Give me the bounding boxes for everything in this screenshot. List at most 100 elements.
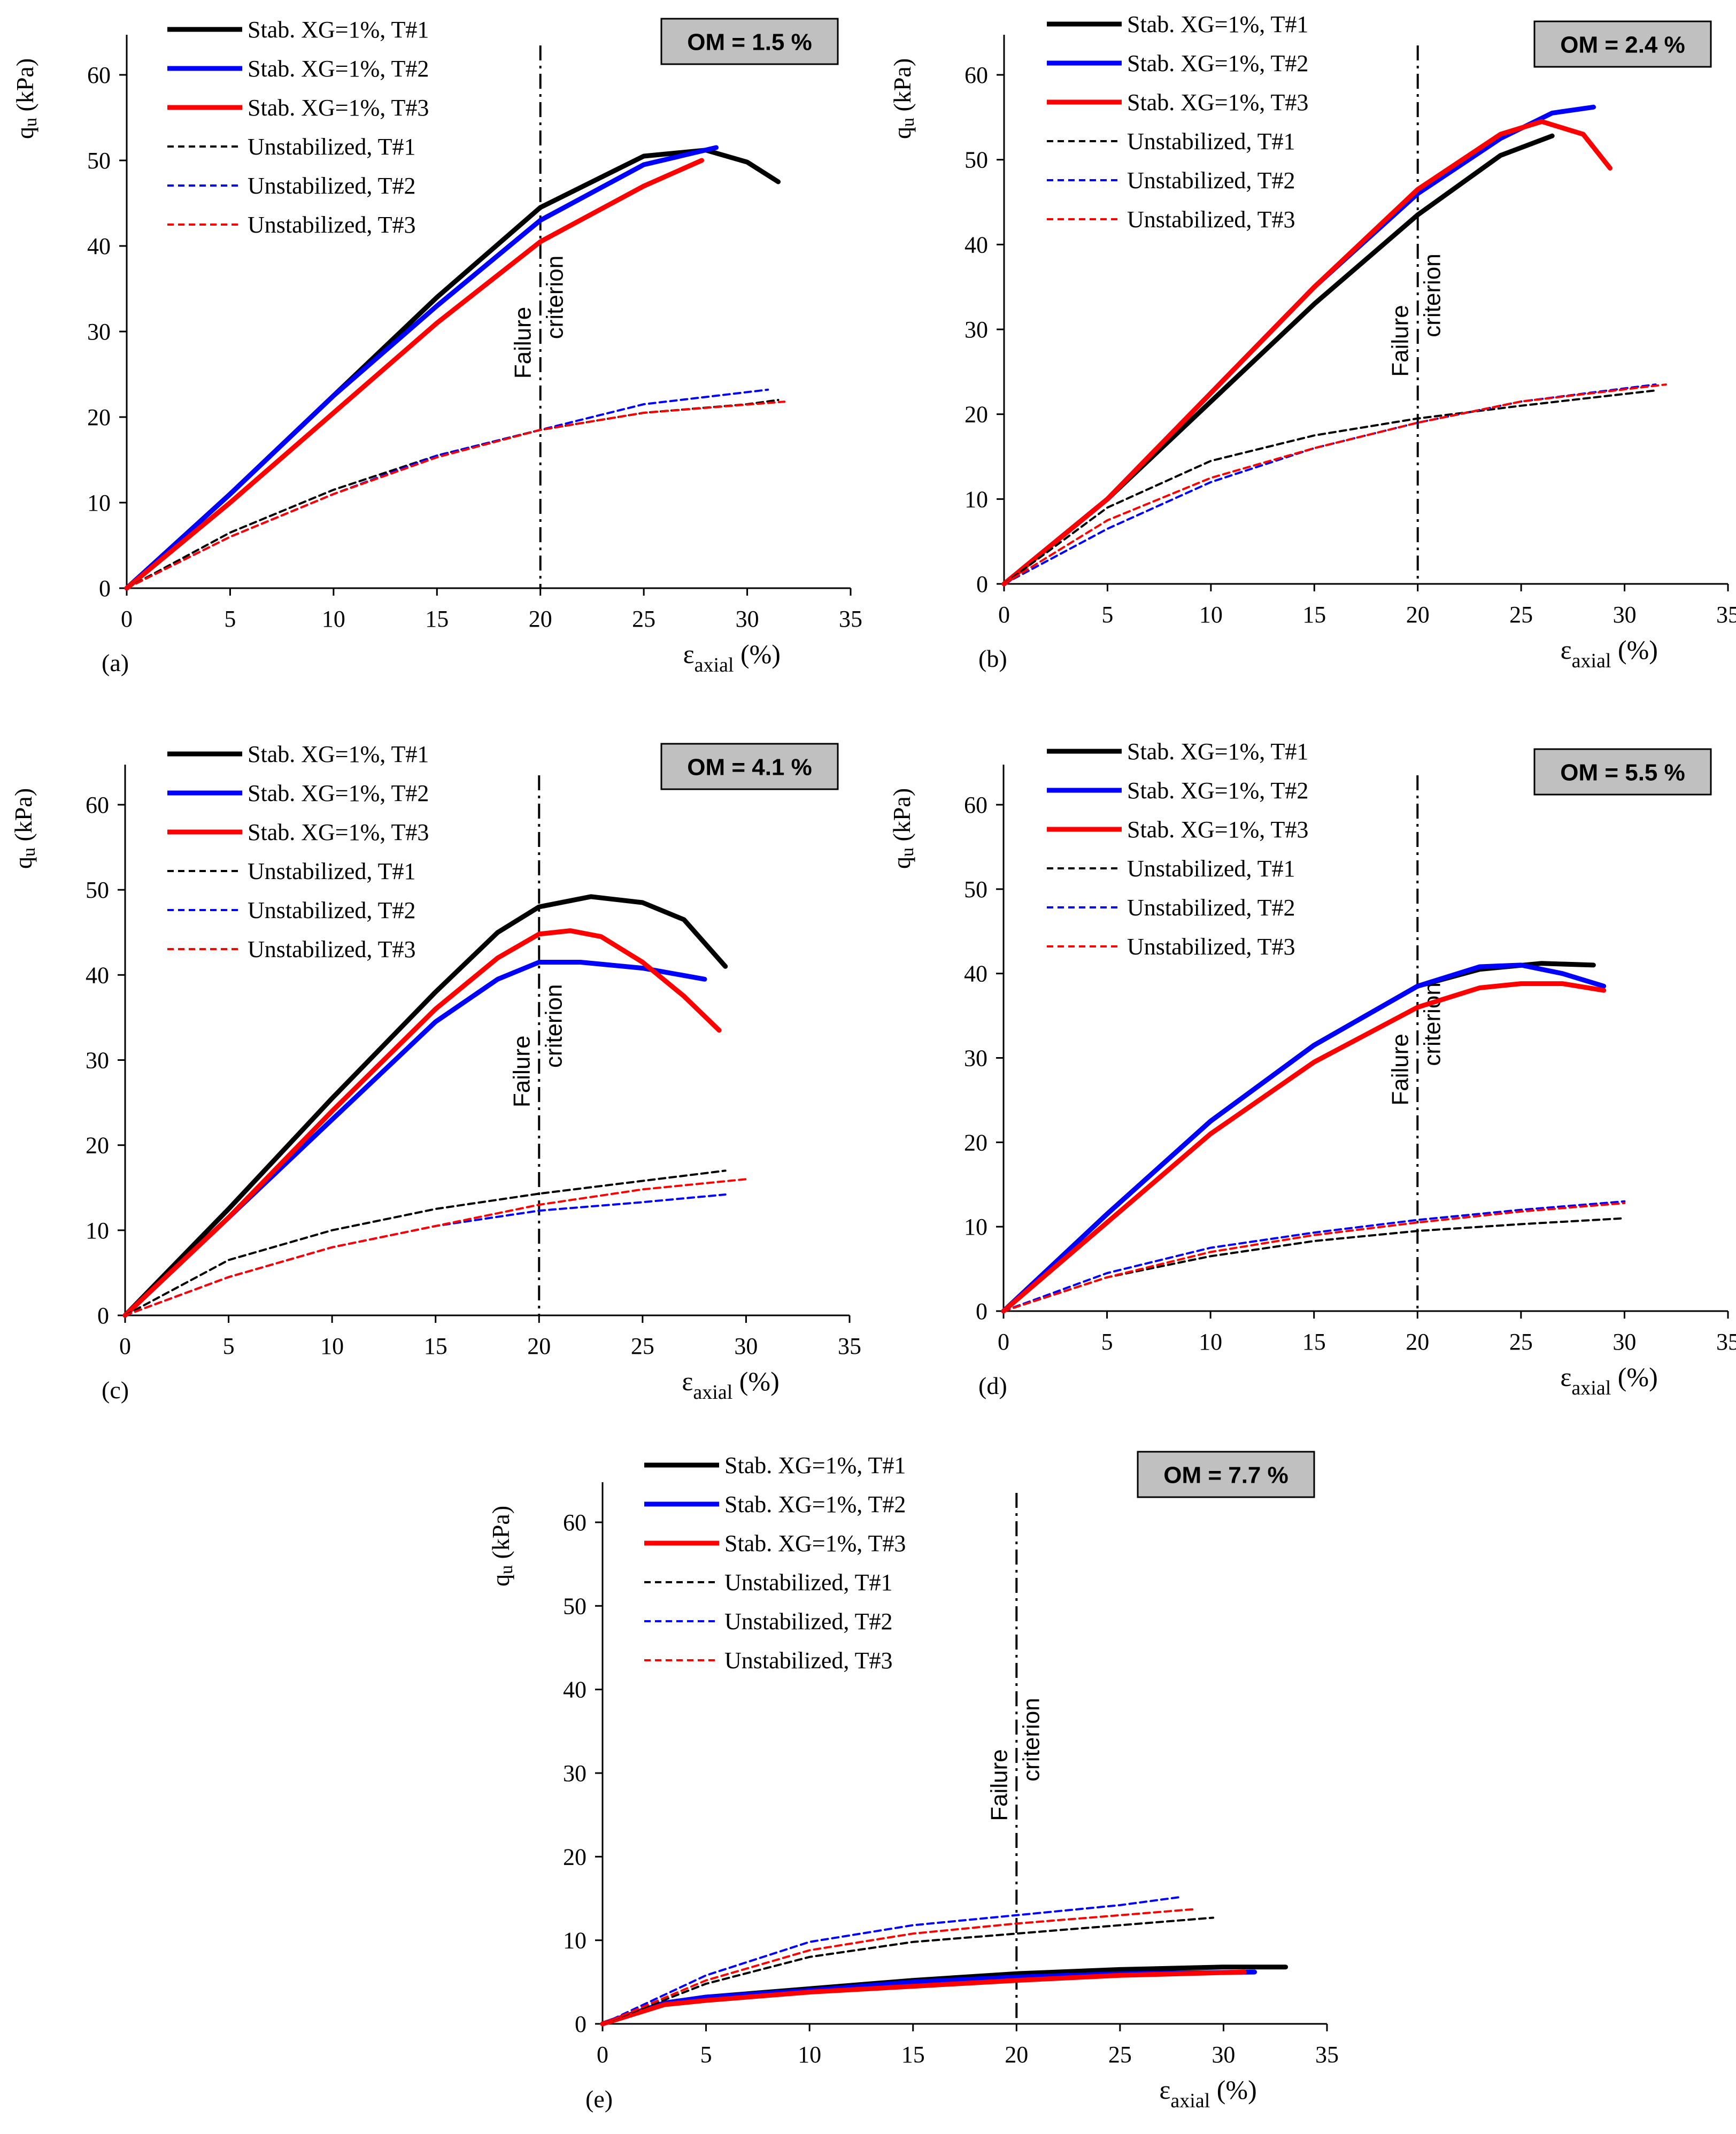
y-tick-label: 0 [575, 2011, 587, 2037]
x-tick-label: 10 [320, 1333, 344, 1359]
legend: Stab. XG=1%, T#1 Stab. XG=1%, T#2 Stab. XG… [1047, 11, 1308, 233]
legend: Stab. XG=1%, T#1 Stab. XG=1%, T#2 Stab. XG… [1047, 738, 1308, 960]
y-tick-label: 50 [965, 147, 988, 173]
x-tick-label: 25 [1509, 602, 1533, 628]
y-tick-label: 30 [964, 1045, 987, 1072]
series-line-stab-xg-1-t-3 [124, 158, 704, 591]
series-line-stab-xg-1-t-1 [122, 894, 728, 1318]
y-tick-label: 0 [976, 1298, 987, 1324]
y-tick-label: 40 [87, 233, 111, 259]
series-line-unstabilized-t-2 [124, 1193, 727, 1316]
legend-label: Stab. XG=1%, T#1 [1127, 738, 1308, 765]
legend-label: Unstabilized, T#1 [724, 1569, 892, 1596]
y-tick-label: 10 [86, 1218, 109, 1244]
y-tick-label: 20 [563, 1844, 587, 1870]
legend-label: Unstabilized, T#3 [248, 936, 415, 962]
y-tick-label: 30 [563, 1760, 587, 1786]
series-line-unstabilized-t-3 [124, 1178, 747, 1316]
om-label-box [660, 18, 839, 65]
x-tick-label: 15 [425, 606, 449, 632]
x-tick-label: 25 [631, 1333, 654, 1359]
om-label-box [1533, 748, 1712, 796]
x-tick-label: 35 [838, 1333, 861, 1359]
y-tick-label: 0 [99, 575, 111, 602]
legend-label: Unstabilized, T#1 [1127, 856, 1295, 882]
x-tick-label: 35 [1716, 602, 1736, 628]
y-tick-label: 60 [87, 62, 111, 88]
om-label-box [660, 743, 839, 790]
x-tick-label: 0 [998, 602, 1010, 628]
legend-label: Unstabilized, T#2 [1127, 895, 1295, 921]
x-axis-label: εaxial (%) [683, 639, 781, 676]
legend-label: Stab. XG=1%, T#3 [1127, 816, 1308, 843]
series-line-unstabilized-t-1 [126, 399, 780, 589]
x-tick-label: 25 [1108, 2041, 1132, 2068]
y-tick-label: 10 [964, 1214, 987, 1240]
panel-label: (b) [978, 645, 1007, 672]
x-tick-label: 0 [121, 606, 133, 632]
x-tick-label: 5 [1101, 1329, 1113, 1355]
x-tick-label: 5 [1101, 602, 1113, 628]
x-tick-label: 0 [597, 2041, 608, 2068]
panel-label: (e) [585, 2085, 613, 2113]
x-tick-label: 35 [1716, 1329, 1736, 1355]
legend-label: Unstabilized, T#1 [1127, 128, 1295, 155]
y-tick-label: 20 [87, 404, 111, 430]
x-tick-label: 25 [632, 606, 655, 632]
y-tick-label: 40 [86, 962, 109, 988]
failure-criterion-label-line2: criterion [542, 256, 568, 340]
y-axis-label: qu (kPa) [889, 58, 918, 139]
legend-label: Unstabilized, T#3 [1127, 934, 1295, 960]
y-tick-label: 60 [965, 62, 988, 88]
legend-label: Unstabilized, T#3 [1127, 206, 1295, 233]
y-tick-label: 30 [87, 319, 111, 345]
y-tick-label: 40 [965, 232, 988, 258]
x-tick-label: 5 [700, 2041, 712, 2068]
series-line-unstabilized-t-1 [1003, 389, 1657, 585]
x-tick-label: 30 [1212, 2041, 1235, 2068]
y-axis-label: qu (kPa) [10, 788, 39, 869]
x-tick-label: 10 [1199, 602, 1223, 628]
y-tick-label: 50 [563, 1593, 587, 1619]
x-axis-label: εaxial (%) [1560, 1362, 1657, 1399]
failure-criterion-label-line1: Failure [1387, 1034, 1413, 1106]
panel-label: (d) [978, 1372, 1007, 1399]
x-tick-label: 15 [424, 1333, 447, 1359]
x-tick-label: 20 [1406, 602, 1430, 628]
failure-criterion-label-line1: Failure [508, 1036, 535, 1108]
legend-label: Stab. XG=1%, T#1 [724, 1452, 906, 1478]
x-tick-label: 0 [998, 1329, 1009, 1355]
x-tick-label: 30 [734, 1333, 758, 1359]
om-label: OM = 2.4 % [1560, 32, 1685, 58]
y-tick-label: 10 [965, 486, 988, 512]
legend-label: Unstabilized, T#2 [724, 1608, 892, 1635]
legend-label: Stab. XG=1%, T#3 [248, 819, 429, 845]
legend-label: Stab. XG=1%, T#3 [248, 95, 429, 121]
legend-label: Unstabilized, T#3 [248, 212, 415, 238]
panel-label: (a) [102, 649, 129, 676]
y-tick-label: 50 [964, 876, 987, 903]
legend-label: Stab. XG=1%, T#1 [248, 17, 429, 43]
series-line-unstabilized-t-1 [601, 1916, 1215, 2025]
series-line-unstabilized-t-3 [126, 400, 786, 589]
x-axis-label: εaxial (%) [1159, 2075, 1256, 2112]
series-line-stab-xg-1-t-2 [124, 145, 719, 591]
y-tick-label: 50 [87, 148, 111, 174]
legend-label: Stab. XG=1%, T#2 [248, 780, 429, 806]
legend-label: Stab. XG=1%, T#2 [1127, 50, 1308, 76]
panel-label: (c) [102, 1376, 129, 1404]
y-tick-label: 20 [965, 402, 988, 428]
series-line-stab-xg-1-t-2 [1001, 962, 1607, 1314]
failure-criterion-label-line2: criterion [1419, 982, 1445, 1066]
y-tick-label: 40 [563, 1677, 587, 1703]
om-label: OM = 4.1 % [687, 754, 812, 781]
series-line-unstabilized-t-3 [601, 1908, 1194, 2025]
failure-criterion-label-line1: Failure [986, 1749, 1012, 1821]
x-axis-label: εaxial (%) [1561, 635, 1658, 672]
x-tick-label: 30 [1613, 602, 1637, 628]
legend: Stab. XG=1%, T#1 Stab. XG=1%, T#2 Stab. XG… [167, 17, 429, 238]
